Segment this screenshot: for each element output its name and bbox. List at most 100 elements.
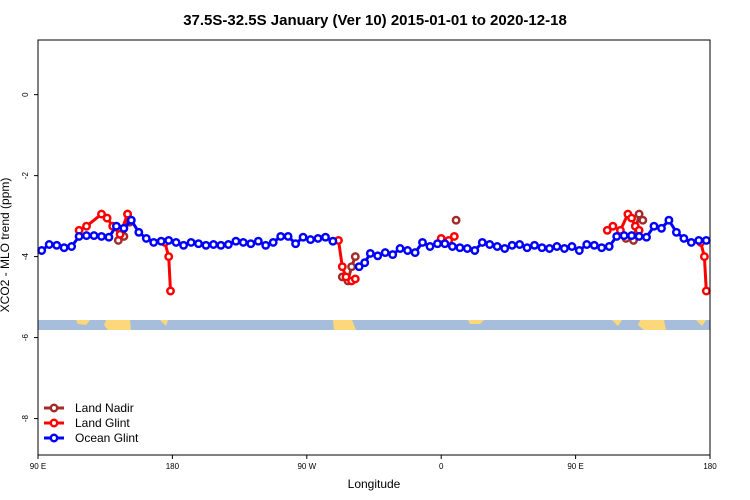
land-patch [160,320,168,326]
ocean-band [38,320,710,330]
data-point [604,242,614,251]
data-point [97,231,106,241]
data-point [59,243,69,253]
data-point [634,231,644,241]
y-tick-label: -4 [21,253,30,261]
data-point [597,243,607,253]
data-point [649,221,659,231]
y-tick-label: -8 [21,414,30,422]
data-point [395,244,405,253]
data-point [115,229,125,239]
axes: 90 E 180 90 W 0 90 E 180 0 -2 -4 -6 -8 [21,92,717,471]
data-point [545,244,554,253]
data-point [67,242,77,251]
y-axis-label: XCO2 - MLO trend (ppm) [0,178,12,313]
data-point [418,237,427,247]
y-tick-label: -2 [21,172,30,180]
data-point [164,252,174,262]
data-point [657,223,666,233]
data-point [201,240,211,250]
data-point [642,232,651,242]
land-patch [638,320,666,330]
legend-marker [49,418,59,428]
data-point [694,235,704,245]
data-point [44,240,54,249]
data-point [380,248,390,258]
data-point [447,242,457,251]
data-point [306,235,315,245]
data-point [477,237,487,247]
data-point [425,242,435,251]
data-point [276,231,286,241]
data-point [171,237,181,247]
data-point [485,240,495,249]
data-point [507,240,517,250]
data-point [537,243,547,253]
x-tick-label: 90 E [30,462,46,471]
series-layer [37,209,711,296]
data-point [231,236,241,246]
data-point [298,232,308,242]
data-point [186,237,196,247]
data-point [455,243,465,253]
data-point [470,246,480,255]
land-patch [696,320,706,326]
data-point [664,215,674,225]
data-point [337,262,347,272]
data-point [261,240,271,250]
data-point [82,221,91,231]
land-patch [468,320,484,324]
data-point [365,248,375,258]
data-point [500,244,510,253]
data-point [699,252,709,262]
x-tick-label: 0 [439,462,444,471]
data-point [179,240,189,250]
data-point [166,286,175,296]
data-point [246,239,256,249]
legend-marker [49,403,59,413]
data-point [634,209,644,219]
data-point [74,231,84,241]
data-point [403,246,413,255]
data-point [619,231,629,241]
data-point [102,213,112,223]
data-point [126,215,136,225]
series-ocean-glint [37,215,711,272]
data-point [582,240,592,249]
data-point [354,262,364,272]
data-point [522,243,532,253]
data-point [97,209,106,219]
data-point [451,215,461,225]
data-point [612,231,622,241]
data-point [360,258,370,268]
legend-marker [49,433,59,443]
plot-frame [37,39,711,456]
data-point [679,233,689,243]
data-point [119,223,129,233]
land-patch [612,320,622,326]
data-point [111,221,121,231]
data-point [686,237,696,247]
x-tick-label: 180 [166,462,180,471]
x-tick-label: 90 E [567,462,583,471]
x-tick-label: 90 W [297,462,316,471]
data-point [701,235,711,245]
x-axis-label: Longitude [348,477,401,491]
data-point [567,242,577,251]
y-tick-label: 0 [21,92,30,97]
land-patch [333,320,356,330]
data-point [238,237,248,247]
data-point [209,240,218,249]
data-point [52,240,62,250]
data-point [350,274,360,284]
legend-label: Ocean Glint [75,431,139,445]
y-tick-label: -6 [21,333,30,341]
data-point [123,209,133,219]
data-point [574,246,584,255]
data-point [321,232,330,242]
data-point [194,239,203,249]
data-point [104,232,114,242]
data-point [164,235,174,245]
